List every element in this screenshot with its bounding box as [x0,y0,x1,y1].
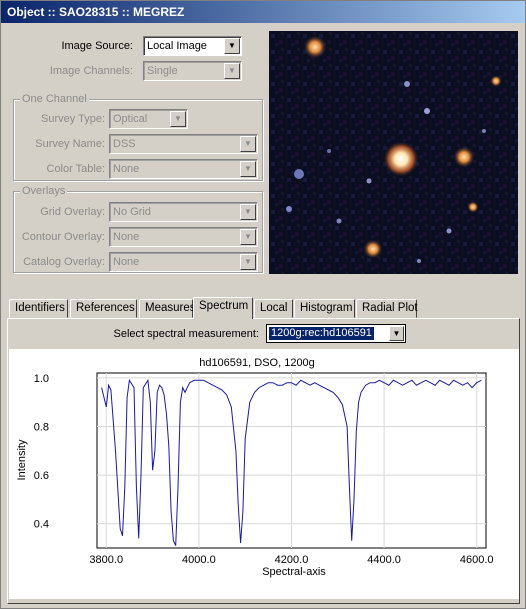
x-tick-label: 3800.0 [89,554,123,566]
y-tick-label: 0.8 [34,421,49,433]
y-axis-label: Intensity [16,439,28,480]
survey-name-select[interactable]: DSS ▼ [109,134,258,154]
image-source-value: Local Image [147,40,207,52]
tab-histogram[interactable]: Histogram [294,299,355,318]
sky-image-drawing [269,31,518,274]
sky-image[interactable] [269,31,518,274]
y-tick-label: 0.6 [34,470,49,482]
spectral-measurement-select[interactable]: 1200g:rec:hd106591 ▼ [266,324,406,343]
spectral-measurement-label: Select spectral measurement: [113,328,259,340]
survey-type-select[interactable]: Optical ▼ [109,109,188,129]
x-tick-label: 4600.0 [460,554,494,566]
color-table-label: Color Table: [46,163,106,175]
contour-overlay-label: Contour Overlay: [21,231,105,243]
tab-local-label: Local [260,302,288,314]
overlays-title: Overlays [20,185,68,197]
grid-lines [97,373,486,548]
tab-measures[interactable]: Measures [139,299,196,318]
contour-overlay-value: None [113,231,140,243]
grid-overlay-value: No Grid [113,206,151,218]
chevron-down-icon[interactable]: ▼ [240,229,256,245]
tab-spectrum-label: Spectrum [199,300,249,312]
y-ticks: 0.4 0.6 0.8 1.0 [34,373,49,531]
color-table-select[interactable]: None ▼ [109,159,258,179]
chevron-down-icon[interactable]: ▼ [240,254,256,270]
overlays-group: Overlays [13,185,263,273]
survey-type-value: Optical [113,113,148,125]
chart-title: hd106591, DSO, 1200g [199,357,315,369]
y-tick-label: 0.4 [34,519,49,531]
chevron-down-icon[interactable]: ▼ [224,38,240,54]
tab-references[interactable]: References [70,299,137,318]
grid-overlay-label: Grid Overlay: [40,206,105,218]
tab-radial-plot[interactable]: Radial Plot [356,299,418,318]
catalog-overlay-value: None [113,256,140,268]
window-titlebar[interactable]: Object :: SAO28315 :: MEGREZ [1,1,525,23]
chevron-down-icon[interactable]: ▼ [240,204,256,220]
chevron-down-icon[interactable]: ▼ [240,161,256,177]
x-tick-label: 4000.0 [182,554,216,566]
spectrum-chart: hd106591, DSO, 1200g 3800.0 4000.0 4200.0 4… [16,357,494,578]
survey-type-label: Survey Type: [41,113,105,125]
tab-histogram-label: Histogram [300,302,353,314]
tab-identifiers-label: Identifiers [15,302,65,314]
one-channel-title: One Channel [20,93,89,105]
tab-identifiers[interactable]: Identifiers [9,299,68,318]
one-channel-group: One Channel [13,93,263,181]
x-ticks: 3800.0 4000.0 4200.0 4400.0 4600.0 [89,554,493,566]
image-channels-select[interactable]: Single ▼ [143,61,242,81]
spectral-measurement-value: 1200g:rec:hd106591 [269,327,374,340]
image-source-label: Image Source: [61,40,133,52]
chevron-down-icon[interactable]: ▼ [240,136,256,152]
image-channels-value: Single [147,65,178,77]
x-axis-label: Spectral-axis [262,566,326,578]
catalog-overlay-select[interactable]: None ▼ [109,252,258,272]
image-channels-label: Image Channels: [49,65,133,77]
spectrum-plot[interactable]: hd106591, DSO, 1200g 3800.0 4000.0 4200.0 4… [9,349,519,599]
catalog-overlay-label: Catalog Overlay: [23,256,105,268]
tab-radial-plot-label: Radial Plot [362,302,418,314]
series-line [101,378,482,546]
contour-overlay-select[interactable]: None ▼ [109,227,258,247]
grid-overlay-select[interactable]: No Grid ▼ [109,202,258,222]
tab-local[interactable]: Local [254,299,293,318]
chevron-down-icon[interactable]: ▼ [389,326,404,341]
tab-measures-label: Measures [145,302,196,314]
y-tick-label: 1.0 [34,373,49,385]
chevron-down-icon[interactable]: ▼ [224,63,240,79]
chevron-down-icon[interactable]: ▼ [170,111,186,127]
tab-references-label: References [76,302,135,314]
image-source-select[interactable]: Local Image ▼ [143,36,242,56]
survey-name-value: DSS [113,138,136,150]
x-tick-label: 4200.0 [275,554,309,566]
tab-spectrum[interactable]: Spectrum [193,297,253,319]
color-table-value: None [113,163,140,175]
x-tick-label: 4400.0 [367,554,401,566]
survey-name-label: Survey Name: [35,138,105,150]
